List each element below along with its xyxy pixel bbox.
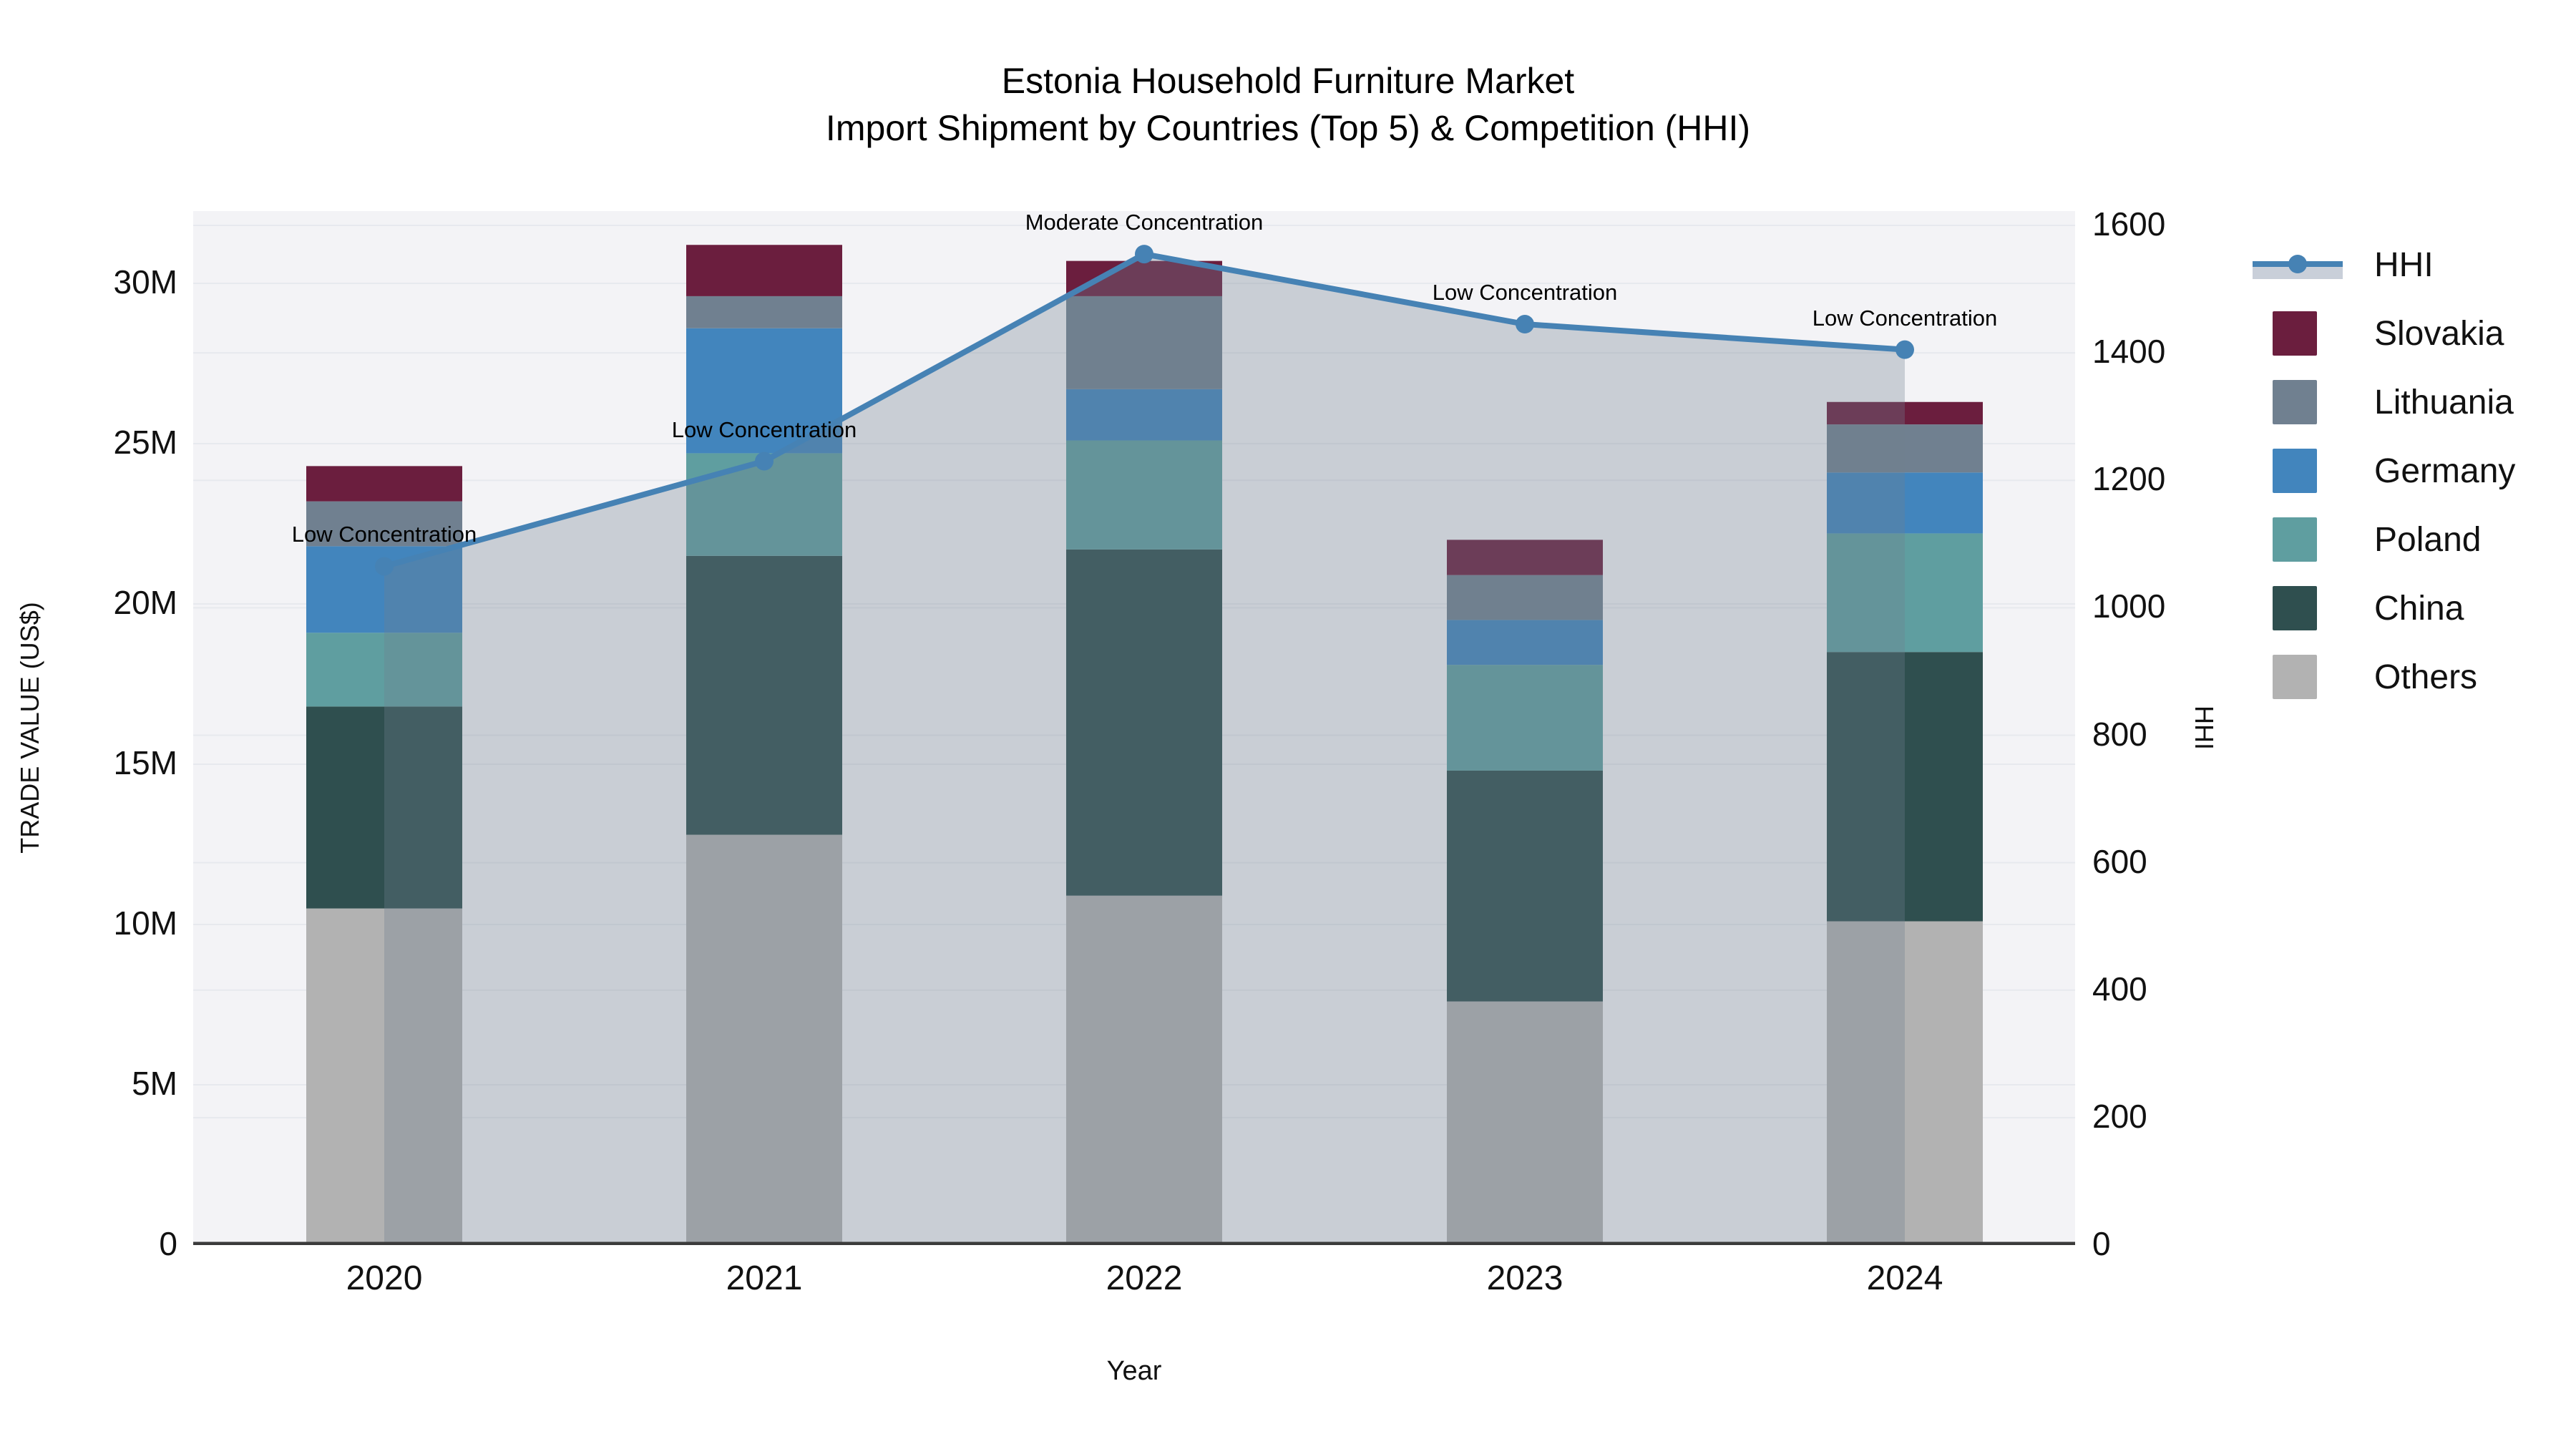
annotation-2024: Low Concentration [1812,305,1998,331]
legend-swatch-box [2253,380,2351,424]
legend-label-germany: Germany [2374,452,2516,490]
hhi-marker-2024[interactable] [1896,340,1914,359]
chart-title-line2: Import Shipment by Countries (Top 5) & C… [825,108,1751,148]
annotation-2022: Moderate Concentration [1025,210,1264,235]
legend-item-lithuania[interactable]: Lithuania [2253,368,2515,436]
y-right-tick-600: 600 [2092,842,2147,880]
y-right-tick-1400: 1400 [2092,333,2166,371]
bar-segment-2024-germany[interactable] [1827,472,1983,534]
hhi-line-dot [2288,255,2307,273]
legend-swatch-box [2253,449,2351,493]
legend-item-germany[interactable]: Germany [2253,436,2515,505]
chart-canvas [193,225,2075,1245]
annotation-2020: Low Concentration [291,522,477,547]
bar-segment-2020-lithuania[interactable] [306,501,462,547]
y-right-tick-800: 800 [2092,715,2147,753]
hhi-line-swatch-icon [2253,248,2343,282]
annotation-2023: Low Concentration [1432,280,1618,306]
x-tick-2020: 2020 [346,1259,423,1297]
bar-segment-2022-others[interactable] [1066,895,1222,1245]
legend-swatch-germany [2273,449,2317,493]
hhi-marker-2022[interactable] [1135,245,1153,264]
bar-segment-2022-lithuania[interactable] [1066,296,1222,389]
bar-segment-2022-slovakia[interactable] [1066,260,1222,296]
y-right-axis-title: HHI [2190,706,2219,750]
legend-label-hhi: HHI [2374,245,2434,284]
bar-segment-2020-poland[interactable] [306,633,462,707]
bar-segment-2024-slovakia[interactable] [1827,401,1983,425]
legend-swatch-box [2253,248,2351,282]
y-left-tick-25M: 25M [113,424,177,461]
annotation-2021: Low Concentration [671,416,857,442]
bar-segment-2021-others[interactable] [686,834,842,1245]
bar-segment-2020-china[interactable] [306,706,462,909]
legend-item-hhi[interactable]: HHI [2253,230,2515,299]
legend-swatch-box [2253,311,2351,356]
legend-item-poland[interactable]: Poland [2253,505,2515,574]
y-right-tick-400: 400 [2092,970,2147,1008]
chart-title: Estonia Household Furniture Market Impor… [0,57,2576,152]
legend-swatch-box [2253,517,2351,562]
legend: HHI Slovakia Lithuania Germany Poland China Ot… [2253,230,2515,711]
legend-label-slovakia: Slovakia [2374,314,2504,353]
y-left-tick-15M: 15M [113,744,177,781]
bar-segment-2023-china[interactable] [1447,770,1603,1002]
bar-segment-2020-slovakia[interactable] [306,466,462,502]
bar-segment-2022-germany[interactable] [1066,389,1222,441]
bar-segment-2022-poland[interactable] [1066,440,1222,550]
y-left-tick-10M: 10M [113,904,177,942]
y-right-tick-1200: 1200 [2092,460,2166,498]
y-left-tick-5M: 5M [132,1065,177,1102]
bar-segment-2023-others[interactable] [1447,1001,1603,1245]
x-tick-2023: 2023 [1486,1259,1563,1297]
legend-label-lithuania: Lithuania [2374,383,2514,421]
legend-swatch-china [2273,586,2317,630]
bar-segment-2024-china[interactable] [1827,652,1983,922]
y-left-tick-0: 0 [159,1225,177,1262]
bar-segment-2020-others[interactable] [306,908,462,1245]
y-left-axis-title: TRADE VALUE (US$) [15,602,44,854]
y-right-tick-1600: 1600 [2092,205,2166,243]
hhi-area-fill [384,254,1905,1245]
legend-swatch-lithuania [2273,380,2317,424]
y-right-tick-1000: 1000 [2092,587,2166,625]
x-tick-2021: 2021 [726,1259,803,1297]
bar-segment-2023-lithuania[interactable] [1447,575,1603,620]
hhi-marker-2020[interactable] [375,557,394,576]
hhi-marker-2023[interactable] [1516,315,1534,334]
y-right-tick-200: 200 [2092,1097,2147,1135]
bar-segment-2022-china[interactable] [1066,549,1222,896]
legend-label-poland: Poland [2374,520,2482,559]
legend-item-slovakia[interactable]: Slovakia [2253,299,2515,368]
x-tick-2024: 2024 [1866,1259,1943,1297]
bar-segment-2023-slovakia[interactable] [1447,540,1603,575]
bar-segment-2024-lithuania[interactable] [1827,424,1983,473]
legend-label-china: China [2374,589,2464,628]
legend-swatch-box [2253,655,2351,699]
legend-item-china[interactable]: China [2253,574,2515,643]
bar-segment-2024-poland[interactable] [1827,533,1983,653]
y-right-tick-0: 0 [2092,1225,2111,1262]
bar-segment-2023-poland[interactable] [1447,665,1603,771]
legend-item-others[interactable]: Others [2253,643,2515,711]
chart-title-line1: Estonia Household Furniture Market [1001,61,1575,101]
legend-swatch-others [2273,655,2317,699]
x-tick-2022: 2022 [1106,1259,1183,1297]
y-left-tick-20M: 20M [113,584,177,621]
legend-label-others: Others [2374,658,2478,696]
legend-swatch-slovakia [2273,311,2317,356]
hhi-marker-2021[interactable] [755,452,774,471]
bar-segment-2021-lithuania[interactable] [686,296,842,328]
bar-segment-2023-germany[interactable] [1447,620,1603,665]
bar-segment-2021-china[interactable] [686,555,842,835]
x-axis-title: Year [1106,1356,1162,1386]
legend-swatch-poland [2273,517,2317,562]
bar-segment-2024-others[interactable] [1827,921,1983,1245]
legend-swatch-box [2253,586,2351,630]
y-left-tick-30M: 30M [113,263,177,301]
bar-segment-2021-slovakia[interactable] [686,245,842,296]
